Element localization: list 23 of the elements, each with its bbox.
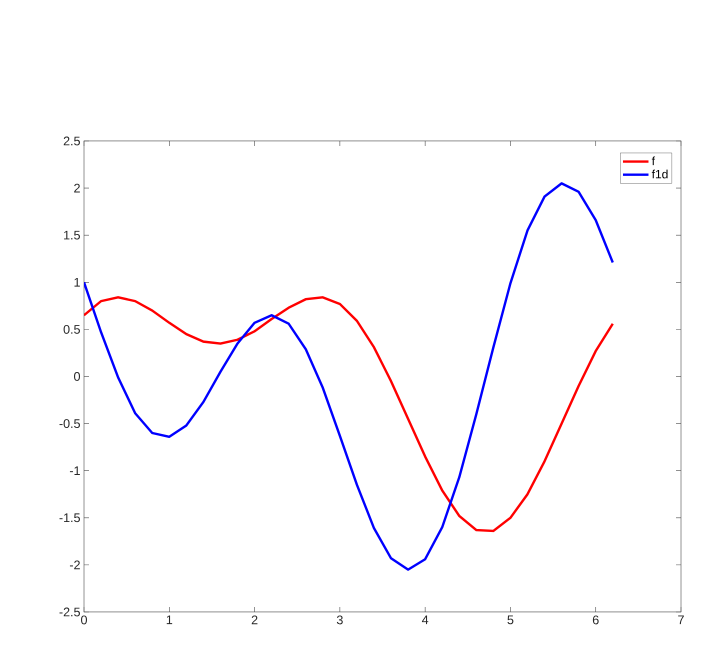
y-tick-label: 0 xyxy=(74,372,80,381)
x-tick-label: 7 xyxy=(678,616,684,624)
y-tick-label: -1 xyxy=(70,466,80,475)
x-tick-label: 2 xyxy=(252,616,258,624)
y-tick-label: -1.5 xyxy=(60,513,80,522)
line-series xyxy=(84,182,614,571)
y-tick-label: 1 xyxy=(74,278,80,287)
x-tick-label: 0 xyxy=(81,616,87,624)
y-tick-label: 1.5 xyxy=(64,230,80,240)
legend-label: f xyxy=(652,156,656,166)
y-tick-label: -0.5 xyxy=(60,419,80,428)
y-tick-label: -2 xyxy=(70,560,80,570)
line-series xyxy=(84,296,614,532)
y-tick-label: 2 xyxy=(74,184,80,192)
x-tick-label: 6 xyxy=(592,616,599,624)
legend-label: f1d xyxy=(652,170,668,178)
y-tick-label: -2.5 xyxy=(60,608,80,616)
x-tick-label: 4 xyxy=(422,616,428,624)
x-tick-label: 5 xyxy=(507,616,514,624)
x-tick-label: 3 xyxy=(336,616,343,624)
x-tick-label: 1 xyxy=(166,616,172,624)
y-tick-label: 2.5 xyxy=(64,136,80,146)
y-tick-label: 0.5 xyxy=(64,324,80,334)
